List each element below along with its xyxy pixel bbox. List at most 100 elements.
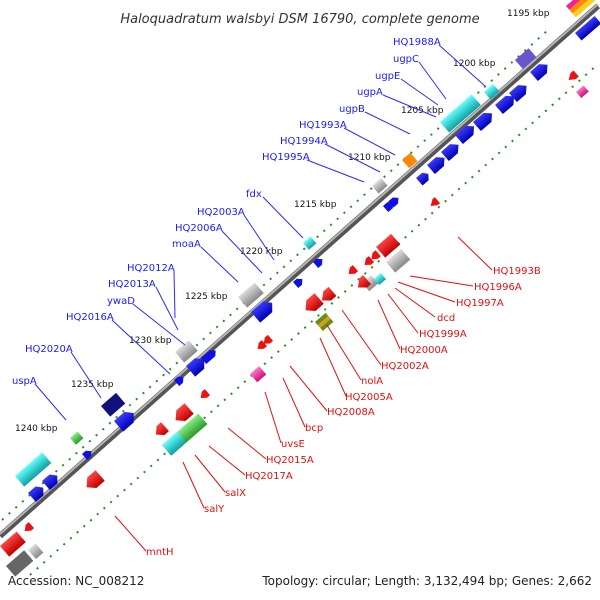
tick-label: 1225 kbp (185, 292, 228, 302)
tick-label: 1195 kbp (507, 9, 550, 19)
gene-ugpc (530, 64, 548, 82)
gene-rev-mag (576, 85, 589, 99)
gene-label: HQ2015A (266, 455, 314, 466)
gene-hq2012a (251, 301, 273, 323)
gene-rev-left-red (0, 531, 26, 557)
tick-label: 1215 kbp (294, 200, 337, 210)
gene-label: HQ2005A (345, 392, 393, 403)
gene-salx (155, 422, 169, 436)
gene-label: HQ2013A (108, 279, 156, 290)
gene-label: ugpE (375, 71, 400, 82)
gene-label: fdx (246, 189, 262, 200)
gene-block-top-right (566, 0, 599, 18)
gene-label: HQ1988A (393, 37, 441, 48)
gene-hq2006a (293, 278, 303, 289)
gene-ywad (186, 358, 205, 377)
gene-hq1988a (515, 48, 537, 70)
gene-label: bcp (305, 423, 323, 434)
tick-label: 1240 kbp (15, 424, 58, 434)
gene-hq2017a (175, 403, 194, 421)
gene-left-blue (28, 486, 44, 503)
forward-labels: HQ1988A ugpC ugpE ugpA ugpB HQ1993A HQ19… (12, 37, 486, 421)
gene-label: HQ2000A (400, 345, 448, 356)
gene-label: uspA (12, 376, 37, 387)
gene-rev-left (24, 522, 35, 532)
gene-uspa (70, 431, 84, 445)
gene-label: HQ2016A (66, 312, 114, 323)
gene-label: HQ2006A (175, 223, 223, 234)
gene-hq2013a (175, 340, 198, 363)
gene-hq2020a-2 (114, 411, 134, 432)
tick-label: 1220 kbp (240, 247, 283, 257)
gene-label: ugpC (393, 54, 419, 65)
gene-hq1997a (386, 248, 411, 273)
gene-bcp (257, 334, 274, 350)
gene-hq1994a-2 (427, 157, 445, 175)
gene-label: HQ2008A (327, 407, 375, 418)
gene-left-cyan (15, 452, 52, 487)
genome-summary-text: Topology: circular; Length: 3,132,494 bp… (261, 574, 592, 588)
gene-hq1993a (455, 125, 475, 145)
tick-label: 1200 kbp (453, 59, 496, 69)
gene-label: ywaD (107, 296, 135, 307)
accession-text: Accession: NC_008212 (8, 574, 144, 588)
forward-genes (15, 0, 600, 503)
gene-hq2003a (313, 258, 323, 269)
gene-hq1999a (348, 265, 359, 275)
gene-hq1994a-3 (441, 144, 459, 162)
gene-hq1995a-grey (372, 178, 388, 194)
gene-label: ugpB (339, 104, 365, 115)
gene-hq2008a (321, 286, 337, 301)
gene-label: HQ2002A (381, 361, 429, 372)
reverse-labels: HQ1993B HQ1996A HQ1997A dcd HQ1999A HQ20… (114, 236, 541, 558)
genome-backbone (0, 3, 600, 539)
inner-dotted-track (29, 63, 599, 576)
gene-ugpa-2 (509, 85, 527, 103)
gene-hq1996a (376, 233, 401, 258)
reverse-genes (0, 70, 589, 577)
gene-hq2005a (315, 312, 334, 332)
gene-fdx (303, 236, 317, 250)
gene-rev-top (568, 70, 579, 81)
gene-label: HQ2017A (245, 471, 293, 482)
gene-moaa (238, 282, 264, 308)
gene-rev-left-grey2 (28, 543, 44, 560)
gene-ywad-2 (201, 350, 216, 365)
gene-hq2000a-cyan (374, 273, 387, 286)
gene-label: HQ1995A (262, 152, 310, 163)
gene-label: HQ1999A (419, 329, 467, 340)
gene-uvse (250, 366, 267, 383)
gene-left-blue-2 (42, 474, 58, 491)
gene-label: ugpA (357, 87, 383, 98)
gene-ugpe (484, 84, 500, 100)
gene-hq1993a-2 (473, 112, 493, 132)
tick-label: 1210 kbp (348, 153, 391, 163)
gene-label: dcd (437, 313, 455, 324)
genome-title: Haloquadratum walsbyi DSM 16790, complet… (120, 12, 479, 27)
gene-hq1993b (430, 197, 441, 207)
gene-mnth (86, 470, 105, 488)
gene-label: HQ1993B (493, 266, 541, 277)
gene-hq2015a (200, 389, 211, 399)
gene-label: salY (204, 504, 225, 515)
gene-dcd (364, 250, 381, 266)
gene-label: HQ1993A (299, 120, 347, 131)
gene-label: HQ2012A (127, 263, 175, 274)
gene-label: HQ1996A (474, 282, 522, 293)
gene-label: salX (225, 488, 246, 499)
gene-label: HQ2020A (25, 344, 73, 355)
gene-label: HQ1997A (456, 298, 504, 309)
gene-hq1994a (402, 152, 418, 169)
tick-label: 1230 kbp (129, 336, 172, 346)
gene-hq2016a (174, 376, 184, 387)
gene-ugpb (440, 94, 481, 133)
gene-hq2020a (101, 392, 126, 417)
gene-hq1995a (416, 172, 429, 186)
gene-saly (162, 413, 208, 456)
gene-hq2002a (357, 275, 371, 288)
gene-label: HQ2003A (197, 207, 245, 218)
gene-nola (305, 293, 324, 311)
gene-label: nolA (361, 376, 383, 387)
gene-label: moaA (172, 239, 201, 250)
